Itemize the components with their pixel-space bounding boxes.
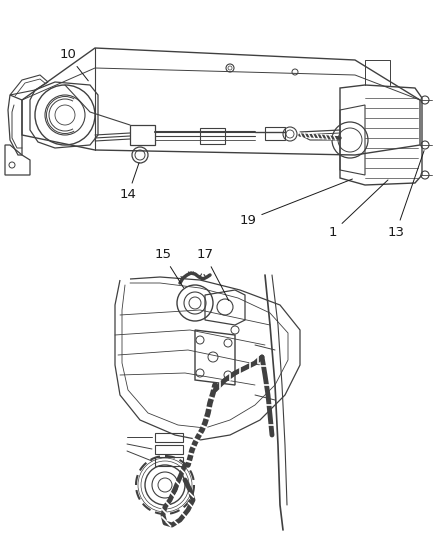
Text: 17: 17 (196, 248, 228, 301)
Text: 15: 15 (154, 248, 183, 288)
Text: 19: 19 (239, 179, 352, 227)
Text: 10: 10 (60, 49, 88, 81)
Text: 13: 13 (387, 151, 423, 238)
Text: 1: 1 (328, 180, 387, 238)
Text: 14: 14 (119, 163, 139, 201)
